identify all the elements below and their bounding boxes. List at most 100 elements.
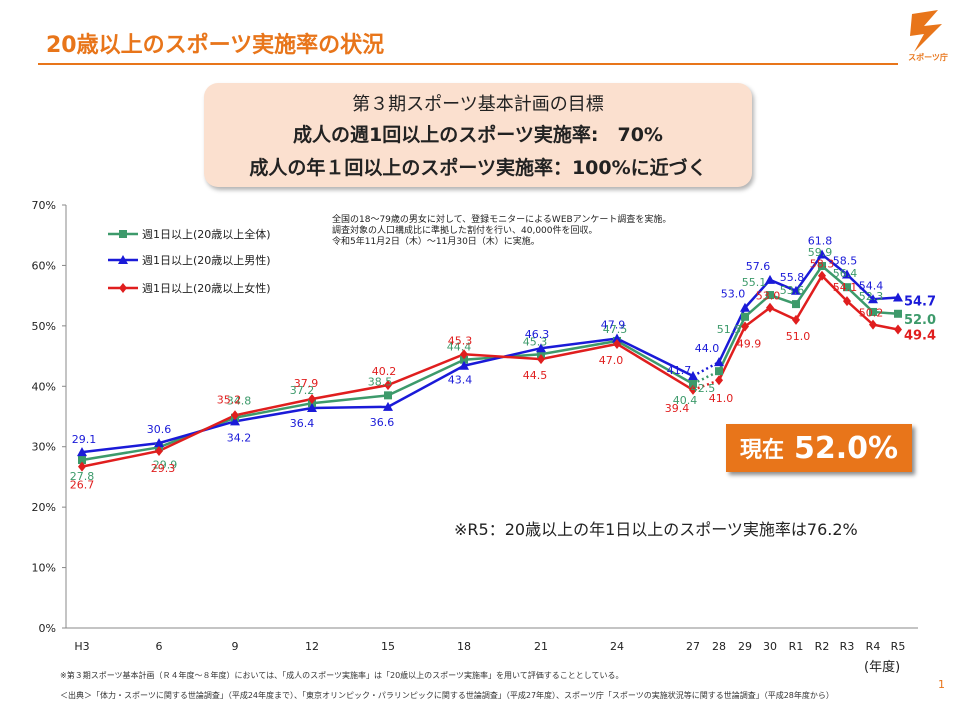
legend-label: 週1日以上(20歳以上男性) bbox=[142, 253, 271, 267]
y-tick-label: 70% bbox=[32, 199, 56, 212]
data-label-series-3: 26.7 bbox=[70, 479, 95, 492]
y-tick-label: 20% bbox=[32, 501, 56, 514]
data-label-series-3: 40.2 bbox=[372, 365, 397, 378]
goal-box: 第３期スポーツ基本計画の目標 成人の週1回以上のスポーツ実施率: 70% 成人の… bbox=[204, 83, 752, 187]
data-label-series-2: 46.3 bbox=[525, 328, 550, 341]
x-tick-label: 9 bbox=[232, 640, 239, 653]
data-label-series-1: 27.8 bbox=[70, 470, 95, 483]
data-label-series-1: 51.5 bbox=[717, 323, 742, 336]
y-tick-label: 60% bbox=[32, 259, 56, 272]
x-tick-label: R5 bbox=[891, 640, 906, 653]
data-point-series-3 bbox=[792, 314, 800, 325]
data-point-series-3 bbox=[869, 319, 877, 330]
footnote-evaluation: ※第３期スポーツ基本計画（Ｒ４年度～８年度）においては、「成人のスポーツ実施率」… bbox=[60, 671, 624, 680]
data-label-series-1: 37.2 bbox=[290, 384, 315, 397]
data-point-series-3 bbox=[741, 321, 749, 332]
data-point-series-2 bbox=[868, 294, 878, 304]
survey-note-line: 調査対象の人口構成比に準拠した割付を行い、40,000件を回収。 bbox=[332, 226, 598, 236]
y-tick-label: 40% bbox=[32, 380, 56, 393]
page-number: 1 bbox=[938, 678, 945, 691]
data-point-series-3 bbox=[460, 349, 468, 360]
y-tick-label: 10% bbox=[32, 562, 56, 575]
data-point-series-2 bbox=[688, 371, 698, 381]
data-label-series-2: 34.2 bbox=[227, 431, 252, 444]
x-tick-label: 29 bbox=[738, 640, 752, 653]
data-point-series-1 bbox=[869, 307, 877, 316]
data-label-series-1: 47.5 bbox=[603, 323, 628, 336]
data-label-series-1: 55.1 bbox=[742, 276, 767, 289]
current-rate-badge: 現在 52.0% bbox=[726, 424, 912, 472]
x-tick-label: 24 bbox=[610, 640, 624, 653]
y-tick-label: 50% bbox=[32, 320, 56, 333]
data-point-series-1 bbox=[689, 379, 697, 388]
logo-text: スポーツ庁 bbox=[908, 53, 948, 62]
legend-label: 週1日以上(20歳以上女性) bbox=[142, 281, 271, 295]
data-point-series-2 bbox=[714, 357, 724, 367]
data-label-series-3: 37.9 bbox=[294, 377, 319, 390]
x-tick-label: 6 bbox=[156, 640, 163, 653]
data-label-series-3: 50.2 bbox=[859, 307, 884, 320]
legend-marker bbox=[119, 230, 127, 238]
data-label-series-2: 36.4 bbox=[290, 417, 315, 430]
y-tick-label: 30% bbox=[32, 441, 56, 454]
data-label-series-3: 44.5 bbox=[523, 369, 548, 382]
sports-agency-logo-icon bbox=[910, 10, 942, 52]
data-label-series-2: 41.7 bbox=[667, 364, 692, 377]
data-point-series-3 bbox=[231, 410, 239, 421]
data-point-series-2 bbox=[842, 269, 852, 279]
data-point-series-3 bbox=[689, 384, 697, 395]
data-point-series-2 bbox=[154, 438, 164, 448]
r5-note: ※R5：20歳以上の年1日以上のスポーツ実施率は76.2% bbox=[454, 520, 858, 539]
data-label-series-3: 47.0 bbox=[599, 354, 624, 367]
data-point-series-1 bbox=[741, 312, 749, 321]
data-point-series-2 bbox=[791, 285, 801, 295]
data-point-series-1 bbox=[715, 367, 723, 376]
data-label-series-2: 54.7 bbox=[904, 294, 936, 309]
data-label-series-3: 53.0 bbox=[756, 290, 781, 303]
data-label-series-1: 52.0 bbox=[904, 313, 936, 328]
page-title: 20歳以上のスポーツ実施率の状況 bbox=[46, 33, 385, 58]
data-label-series-3: 39.4 bbox=[665, 402, 690, 415]
data-label-series-2: 61.8 bbox=[808, 235, 833, 248]
data-point-series-2 bbox=[77, 447, 87, 457]
data-label-series-3: 49.4 bbox=[904, 328, 936, 343]
data-label-series-2: 58.5 bbox=[833, 254, 858, 267]
data-point-series-3 bbox=[715, 375, 723, 386]
x-tick-label: 15 bbox=[381, 640, 395, 653]
data-point-series-1 bbox=[78, 456, 86, 465]
goal-yearly-target: 成人の年１回以上のスポーツ実施率：100%に近づく bbox=[249, 157, 707, 179]
y-tick-label: 0% bbox=[39, 622, 56, 635]
data-point-series-1 bbox=[894, 309, 902, 318]
data-point-series-1 bbox=[818, 262, 826, 271]
data-label-series-1: 42.5 bbox=[691, 382, 716, 395]
data-label-series-3: 49.9 bbox=[737, 337, 762, 350]
x-tick-label: R4 bbox=[866, 640, 881, 653]
data-point-series-2 bbox=[893, 292, 903, 302]
series-line-3 bbox=[717, 273, 899, 381]
x-tick-label: 27 bbox=[686, 640, 700, 653]
data-label-series-3: 45.3 bbox=[448, 334, 473, 347]
data-label-series-3: 54.1 bbox=[833, 281, 858, 294]
x-tick-label: R3 bbox=[840, 640, 855, 653]
data-point-series-1 bbox=[843, 283, 851, 292]
survey-note-line: 令和5年11月2日（木）～11月30日（木）に実施。 bbox=[332, 237, 540, 247]
data-point-series-2 bbox=[536, 343, 546, 353]
data-point-series-3 bbox=[384, 380, 392, 391]
data-point-series-2 bbox=[383, 401, 393, 411]
data-label-series-3: 51.0 bbox=[786, 330, 811, 343]
data-label-series-2: 30.6 bbox=[147, 423, 172, 436]
legend-marker bbox=[119, 283, 127, 293]
x-tick-label: 18 bbox=[457, 640, 471, 653]
x-axis-unit-label: (年度) bbox=[864, 660, 901, 675]
data-label-series-2: 53.0 bbox=[721, 288, 746, 301]
data-label-series-2: 44.0 bbox=[695, 342, 720, 355]
data-label-series-2: 47.9 bbox=[601, 319, 626, 332]
data-label-series-3: 41.0 bbox=[709, 392, 734, 405]
x-tick-label: 21 bbox=[534, 640, 548, 653]
x-tick-label: 28 bbox=[712, 640, 726, 653]
data-point-series-1 bbox=[766, 291, 774, 300]
data-label-series-1: 59.9 bbox=[808, 246, 833, 259]
data-label-series-1: 44.4 bbox=[447, 341, 472, 354]
data-point-series-3 bbox=[818, 270, 826, 281]
